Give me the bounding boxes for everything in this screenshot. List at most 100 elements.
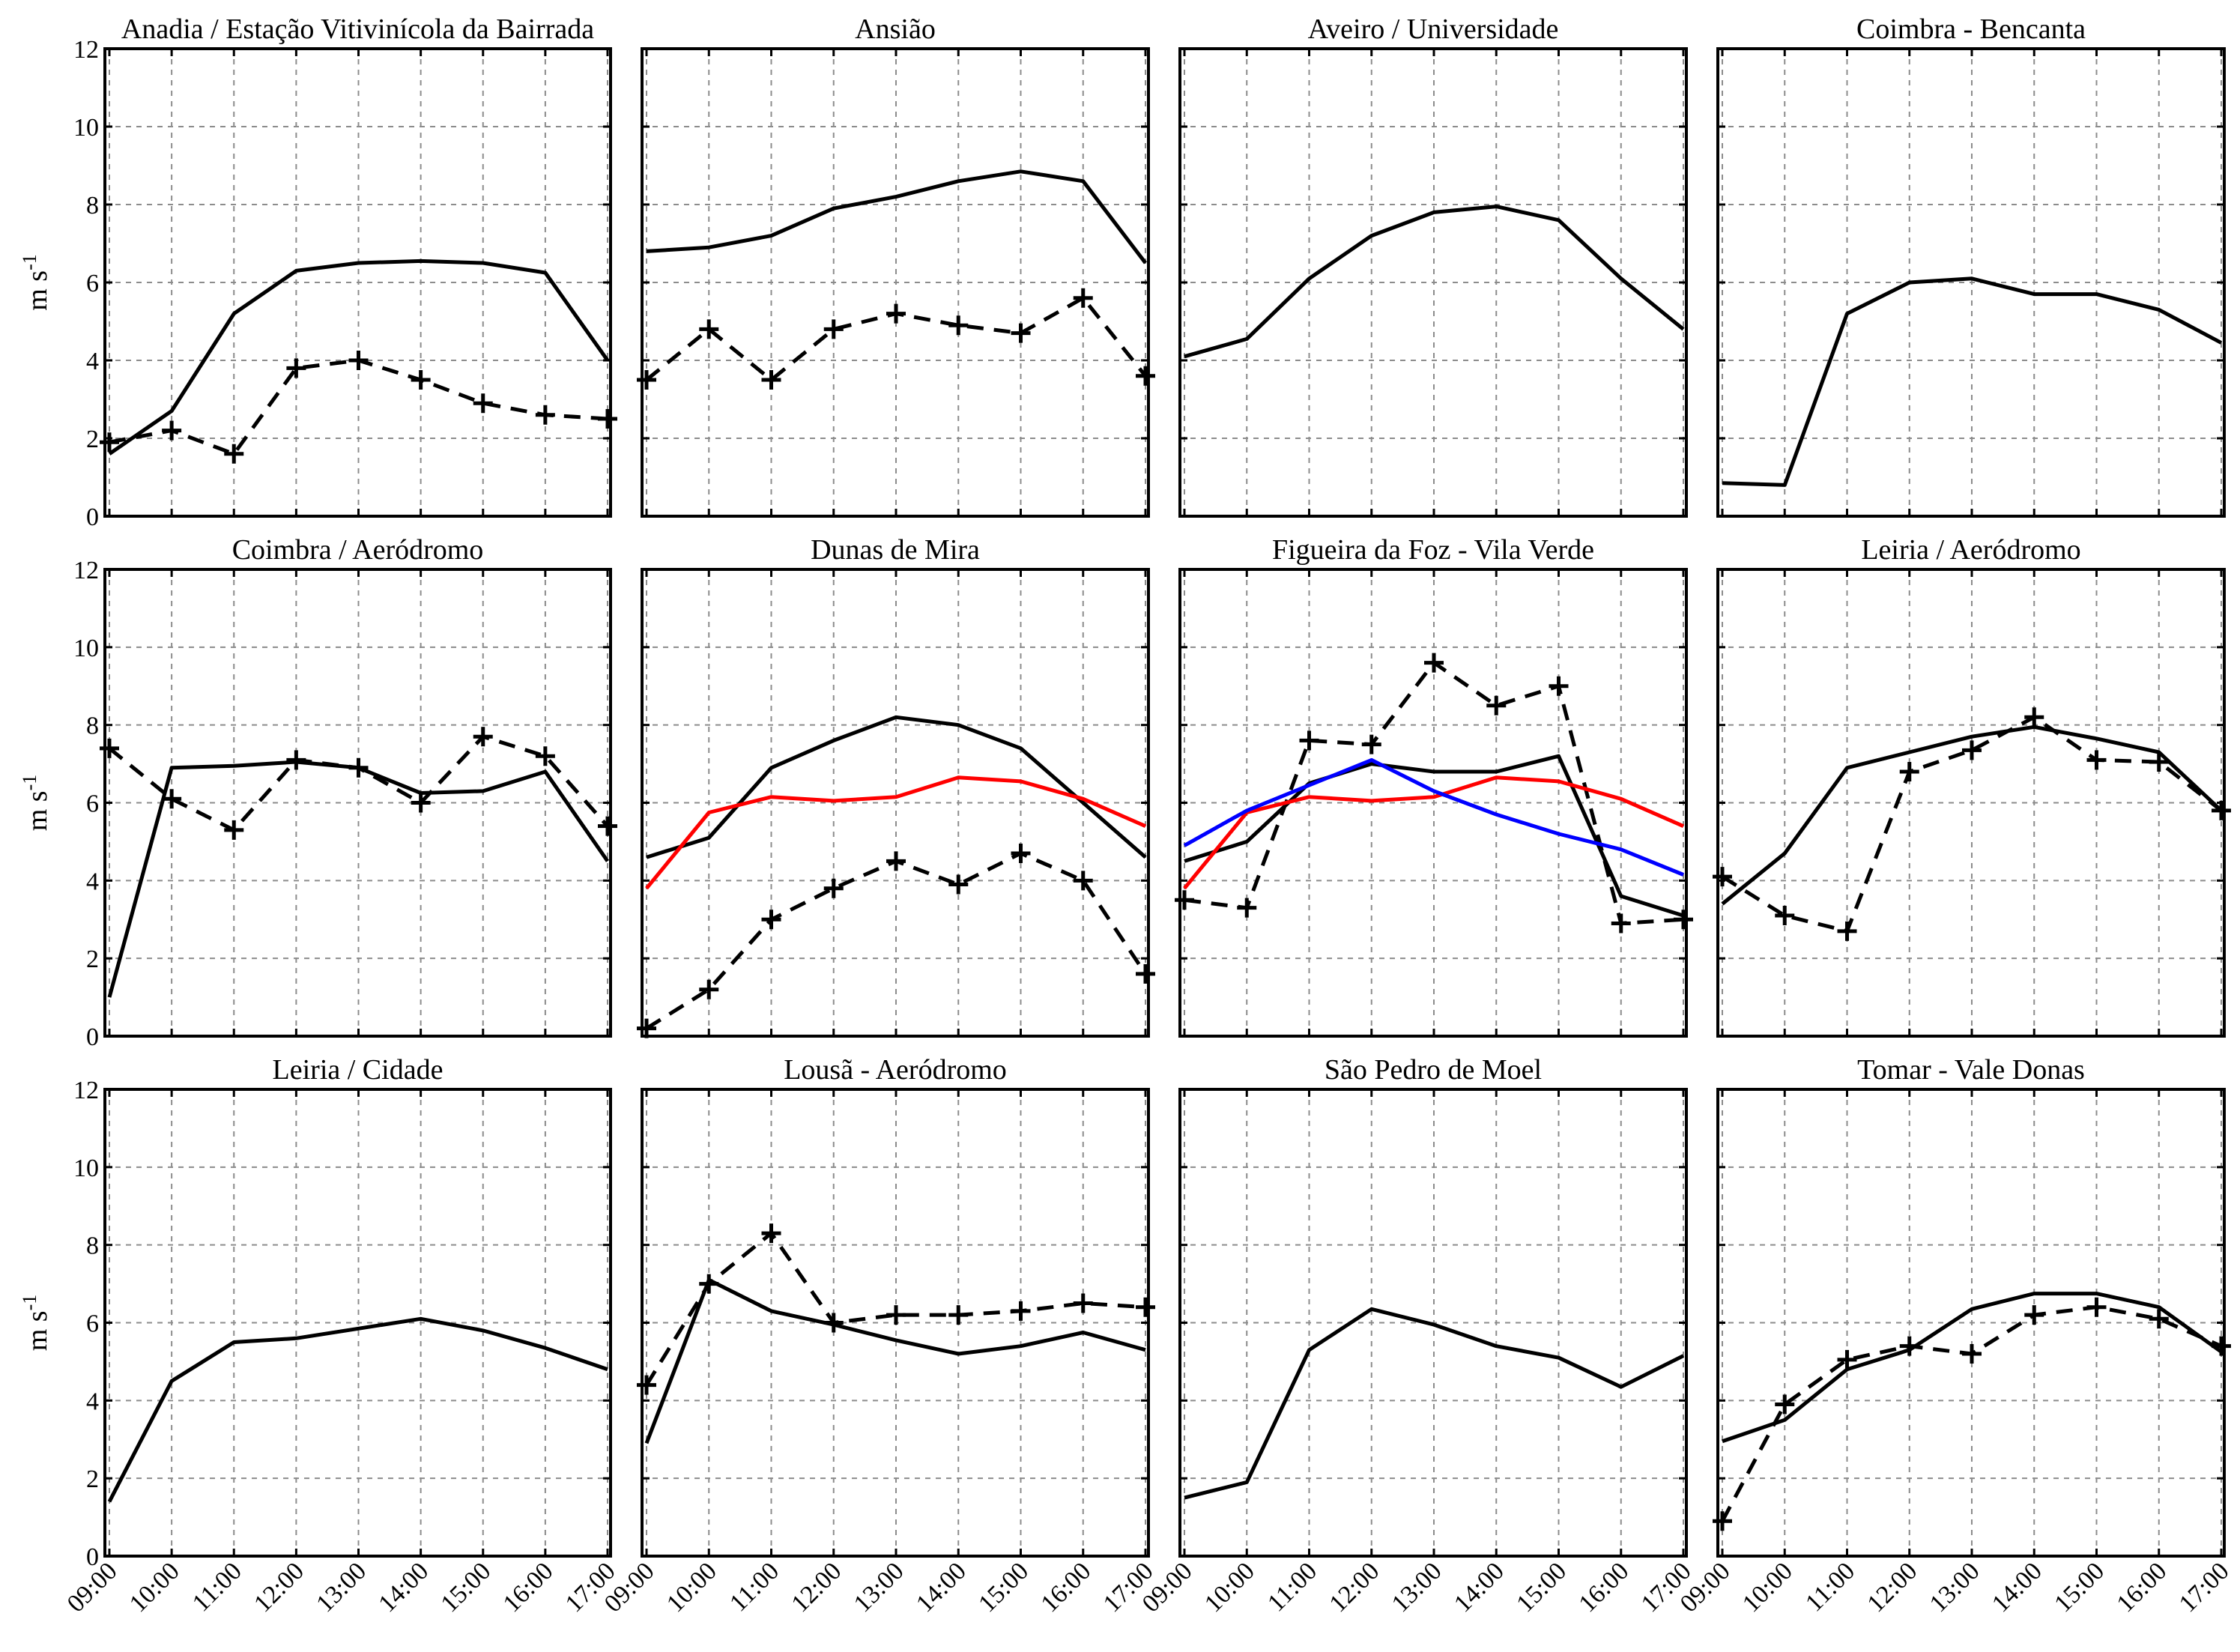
series-black-solid: [1722, 1292, 2223, 1444]
data-point-marker: [1011, 323, 1031, 343]
series-line: [107, 1316, 608, 1503]
series-line: [645, 775, 1147, 890]
subplot-title: Tomar - Vale Donas: [1857, 1054, 2085, 1086]
data-point-marker: [761, 1223, 781, 1244]
series-black-solid: [108, 258, 610, 456]
data-point-marker: [473, 393, 493, 414]
subplot-title: Anadia / Estação Vitivinícola da Bairrad…: [121, 13, 594, 45]
subplot-3: Aveiro / Universidade: [1178, 13, 1688, 518]
plot-frame: [641, 47, 1150, 518]
y-tick-label: 12: [73, 36, 99, 64]
y-tick-label: 10: [73, 635, 99, 662]
x-tick-label: 12:00: [1324, 1557, 1384, 1618]
grid: [1718, 569, 2224, 1036]
grid: [105, 49, 611, 516]
data-point-marker: [699, 979, 719, 999]
y-tick-label: 4: [86, 1388, 99, 1415]
data-point-marker: [948, 874, 969, 895]
y-tick-label: 4: [86, 348, 99, 375]
x-tick-label: 11:00: [1262, 1557, 1322, 1617]
subplot-title: São Pedro de Moel: [1325, 1054, 1542, 1086]
series-line: [108, 258, 610, 456]
y-tick-label: 10: [73, 1155, 99, 1182]
y-tick-label: 4: [86, 868, 99, 895]
data-point-marker: [1549, 676, 1569, 696]
data-point-marker: [1011, 1301, 1031, 1321]
plot-frame: [1178, 1088, 1688, 1558]
x-tick-label: 14:00: [373, 1557, 434, 1618]
plot-frame: [103, 1088, 612, 1558]
series-line: [644, 1277, 1146, 1444]
data-point-marker: [100, 738, 119, 758]
x-tick-label: 11:00: [187, 1557, 247, 1617]
y-tick-label: 0: [86, 503, 99, 531]
data-point-marker: [1486, 695, 1507, 715]
data-point-marker: [1011, 843, 1031, 863]
data-point-marker: [1136, 366, 1155, 386]
data-point-marker: [598, 409, 617, 429]
data-point-marker: [2212, 1336, 2231, 1356]
x-tick-label: 16:00: [498, 1557, 559, 1618]
x-tick-label: 10:00: [1199, 1557, 1260, 1618]
data-point-marker: [224, 444, 244, 464]
subplot-title: Ansião: [855, 13, 936, 45]
grid: [1180, 49, 1686, 516]
x-tick-label: 16:00: [1573, 1557, 1634, 1618]
y-tick-label: 10: [73, 114, 99, 142]
data-point-marker: [886, 303, 906, 324]
data-point-marker: [1175, 890, 1194, 910]
grid: [642, 49, 1148, 516]
data-point-marker: [823, 1313, 844, 1333]
x-tick-label: 10:00: [124, 1557, 185, 1618]
y-axis-label: m s-1: [19, 1295, 53, 1352]
series-black-dashed-plus: [637, 288, 1155, 390]
y-axis-unit: m s: [22, 790, 53, 831]
data-point-marker: [761, 370, 781, 390]
data-point-marker: [1775, 906, 1795, 926]
data-point-marker: [1899, 761, 1919, 781]
series-black-dashed-plus: [1713, 1297, 2231, 1531]
x-tick-label: 14:00: [1449, 1557, 1510, 1618]
subplot-title: Aveiro / Universidade: [1308, 13, 1559, 45]
data-point-marker: [1611, 913, 1631, 934]
series-black-solid: [1184, 205, 1685, 359]
subplot-title: Coimbra / Aeródromo: [232, 534, 484, 566]
data-point-marker: [823, 878, 844, 898]
series-line: [1183, 775, 1685, 890]
data-point-marker: [348, 351, 369, 370]
x-tick-label: 15:00: [435, 1557, 496, 1618]
series-black-dashed-plus: [637, 1223, 1155, 1395]
series-line: [644, 1231, 1146, 1386]
series-line: [1184, 205, 1685, 359]
plot-frame: [641, 1088, 1150, 1558]
y-axis-exponent: -1: [19, 1295, 40, 1311]
data-point-marker: [2086, 750, 2107, 770]
plot-frame: [1716, 47, 2226, 518]
x-tick-label: 15:00: [2049, 1557, 2110, 1618]
y-axis-exponent: -1: [19, 775, 40, 791]
series-blue: [1183, 757, 1684, 877]
subplot-title: Coimbra - Bencanta: [1856, 13, 2086, 45]
data-point-marker: [699, 319, 719, 339]
data-point-marker: [1899, 1336, 1919, 1356]
grid: [642, 569, 1148, 1036]
subplot-7: Figueira da Foz - Vila Verde: [1175, 534, 1693, 1038]
data-point-marker: [535, 405, 555, 425]
data-point-marker: [1713, 867, 1732, 887]
subplot-title: Lousã - Aeródromo: [784, 1054, 1007, 1086]
series-red: [645, 775, 1147, 890]
x-tick-label: 17:00: [2174, 1557, 2235, 1618]
series-line: [646, 715, 1147, 859]
data-point-marker: [1837, 921, 1857, 941]
series-black-solid: [644, 1277, 1146, 1444]
y-tick-label: 0: [86, 1543, 99, 1571]
x-tick-label: 15:00: [973, 1557, 1034, 1618]
x-tick-label: 14:00: [911, 1557, 972, 1618]
subplot-4: Coimbra - Bencanta: [1716, 13, 2226, 518]
data-point-marker: [1837, 1349, 1857, 1370]
subplot-title: Dunas de Mira: [811, 534, 980, 566]
data-point-marker: [886, 1305, 906, 1325]
